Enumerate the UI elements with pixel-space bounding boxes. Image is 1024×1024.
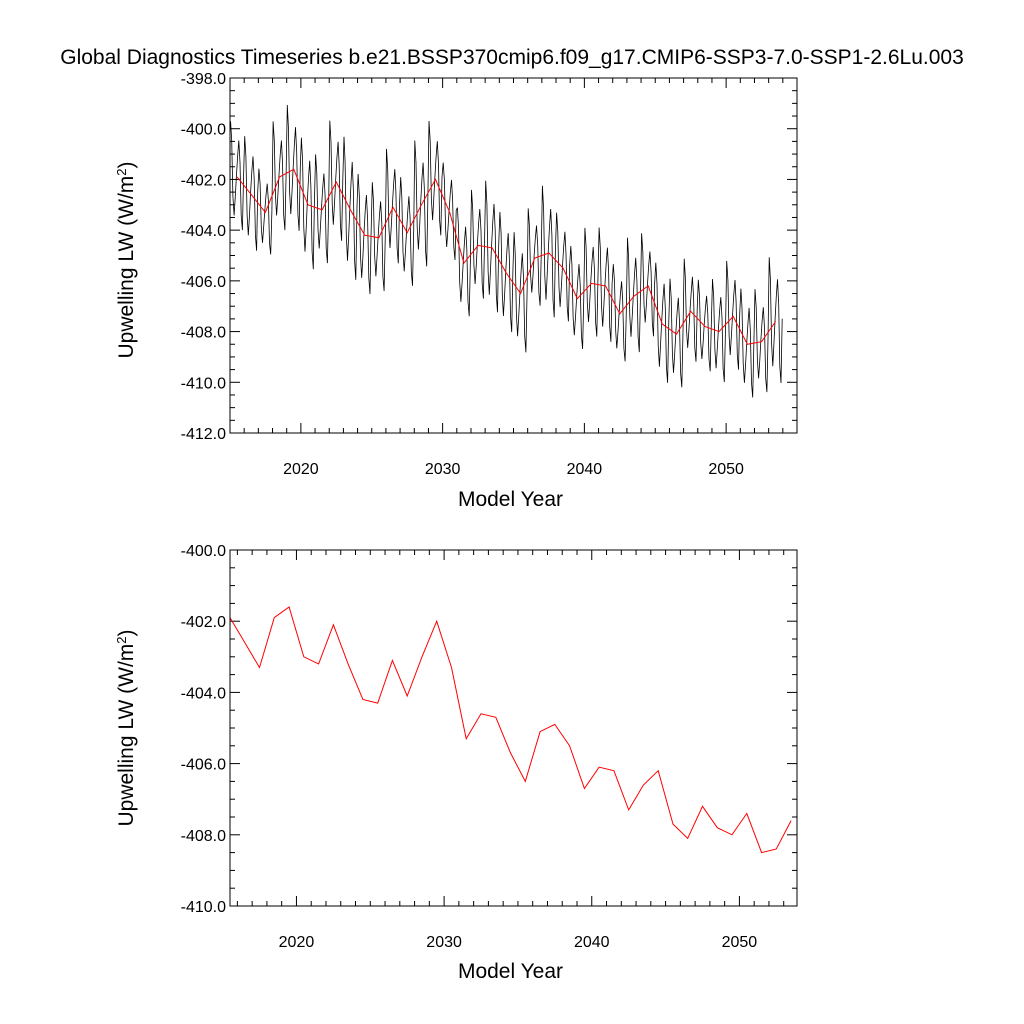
y-tick-label: -406.0 <box>181 757 226 774</box>
x-tick-label: 2040 <box>574 934 610 951</box>
top-x-axis-label: Model Year <box>458 488 563 511</box>
x-tick-label: 2020 <box>279 934 315 951</box>
top-monthly-series-line <box>230 104 783 398</box>
top-y-axis-label: Upwelling LW (W/m2) <box>114 161 139 358</box>
y-tick-label: -410.0 <box>181 375 226 392</box>
top-panel-frame <box>229 77 798 434</box>
y-tick-label: -402.0 <box>181 172 226 189</box>
y-tick-label: -412.0 <box>181 426 226 443</box>
y-tick-label: -404.0 <box>181 223 226 240</box>
y-tick-label: -410.0 <box>181 899 226 916</box>
top-panel: -412.0 -410.0 -408.0 -406.0 -404.0 -402.0 -400… <box>114 71 798 511</box>
bottom-y-axis-label: Upwelling LW (W/m2) <box>114 629 139 826</box>
y-tick-label: -408.0 <box>181 828 226 845</box>
x-tick-label: 2030 <box>425 461 461 478</box>
bottom-annual-series-line <box>230 606 792 854</box>
y-tick-label: -406.0 <box>181 274 226 291</box>
y-tick-label: -400.0 <box>181 122 226 139</box>
y-tick-label: -408.0 <box>181 325 226 342</box>
y-tick-label: -398.0 <box>181 71 226 88</box>
x-tick-label: 2020 <box>283 461 319 478</box>
figure-title: Global Diagnostics Timeseries b.e21.BSSP… <box>60 46 964 69</box>
x-tick-label: 2050 <box>722 934 758 951</box>
bottom-panel: -410.0 -408.0 -406.0 -404.0 -402.0 -400.0 202… <box>114 543 798 983</box>
y-tick-label: -404.0 <box>181 685 226 702</box>
y-tick-label: -402.0 <box>181 614 226 631</box>
x-tick-label: 2050 <box>708 461 744 478</box>
x-tick-label: 2040 <box>567 461 603 478</box>
bottom-x-axis-label: Model Year <box>458 960 563 983</box>
y-tick-label: -400.0 <box>181 543 226 560</box>
x-tick-label: 2030 <box>426 934 462 951</box>
top-annual-series-line <box>236 168 777 345</box>
bottom-panel-frame <box>229 549 798 907</box>
